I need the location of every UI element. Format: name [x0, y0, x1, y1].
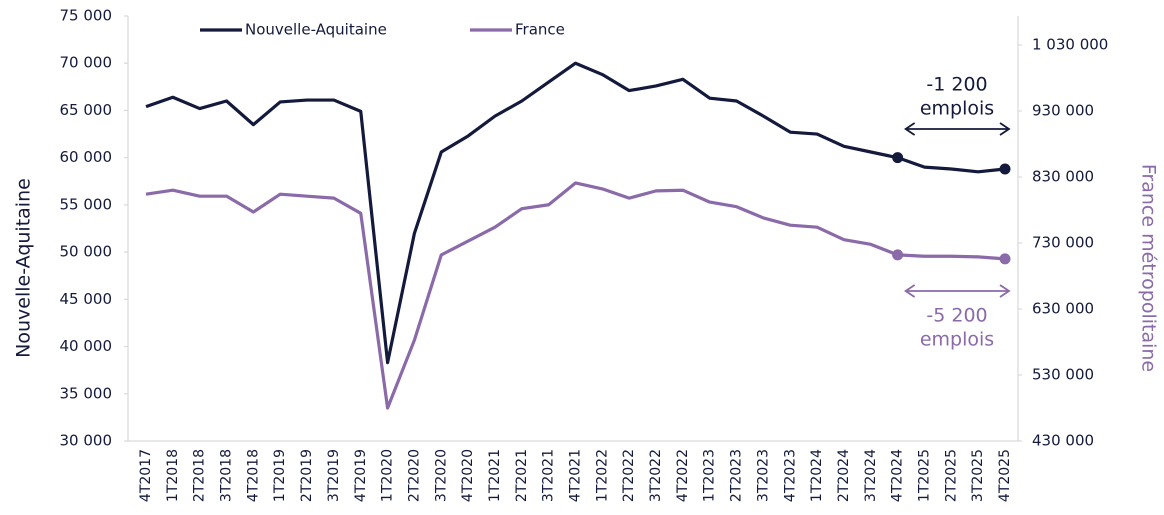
- series-marker: [892, 249, 904, 261]
- annotation: emplois: [920, 98, 994, 120]
- y-tick-label: 45 000: [60, 290, 113, 308]
- x-tick-label: 1T2021: [487, 449, 503, 502]
- x-tick-label: 1T2023: [702, 449, 718, 502]
- y-tick-label: 65 000: [60, 101, 113, 119]
- arrow-head: [999, 122, 1011, 136]
- annotation: emplois: [920, 329, 994, 351]
- x-tick-label: 4T2020: [460, 449, 476, 502]
- x-tick-label: 3T2021: [541, 449, 557, 502]
- y2-tick-label: 630 000: [1032, 300, 1094, 318]
- y2-tick-label: 830 000: [1032, 168, 1094, 186]
- x-tick-label: 4T2022: [675, 449, 691, 502]
- x-tick-label: 2T2024: [836, 449, 852, 502]
- x-tick-label: 3T2018: [219, 449, 235, 502]
- x-tick-label: 3T2020: [433, 449, 449, 502]
- x-tick-label: 4T2025: [997, 449, 1013, 502]
- y-tick-label: 75 000: [60, 7, 113, 25]
- series-marker: [892, 152, 904, 164]
- x-tick-label: 3T2025: [970, 449, 986, 502]
- y2-tick-label: 430 000: [1032, 432, 1094, 450]
- legend-label: Nouvelle-Aquitaine: [245, 21, 387, 39]
- x-tick-label: 4T2023: [782, 449, 798, 502]
- y-tick-label: 35 000: [60, 384, 113, 402]
- y-tick-label: 30 000: [60, 432, 113, 450]
- y2-tick-label: 730 000: [1032, 234, 1094, 252]
- y-tick-label: 70 000: [60, 54, 113, 72]
- x-tick-label: 4T2017: [138, 449, 154, 502]
- arrow-head: [904, 122, 916, 136]
- x-tick-label: 4T2018: [245, 449, 261, 502]
- x-tick-label: 2T2021: [514, 449, 530, 502]
- y-tick-label: 55 000: [60, 195, 113, 213]
- x-tick-label: 1T2022: [594, 449, 610, 502]
- y2-tick-label: 930 000: [1032, 102, 1094, 120]
- x-tick-label: 3T2022: [648, 449, 664, 502]
- annotation: -5 200: [926, 305, 987, 327]
- series-line: [145, 61, 1006, 365]
- y-tick-label: 40 000: [60, 337, 113, 355]
- x-tick-label: 3T2019: [326, 449, 342, 502]
- x-tick-label: 1T2018: [165, 449, 181, 502]
- x-tick-label: 4T2021: [568, 449, 584, 502]
- y-axis-label: Nouvelle-Aquitaine: [13, 178, 35, 358]
- y-tick-label: 60 000: [60, 148, 113, 166]
- y2-tick-label: 530 000: [1032, 366, 1094, 384]
- x-tick-label: 2T2023: [729, 449, 745, 502]
- arrow-head: [999, 284, 1011, 298]
- arrow-head: [904, 284, 916, 298]
- y2-axis-label: France métropolitaine: [1138, 164, 1160, 372]
- series-line: [145, 181, 1006, 410]
- series-marker: [999, 163, 1011, 175]
- x-tick-label: 3T2023: [755, 449, 771, 502]
- x-tick-label: 1T2019: [272, 449, 288, 502]
- x-tick-label: 2T2019: [299, 449, 315, 502]
- y2-tick-label: 1 030 000: [1032, 36, 1108, 54]
- x-tick-label: 2T2022: [621, 449, 637, 502]
- annotation: -1 200: [926, 74, 987, 96]
- x-tick-label: 2T2018: [192, 449, 208, 502]
- x-tick-label: 1T2020: [380, 449, 396, 502]
- x-tick-label: 2T2020: [406, 449, 422, 502]
- x-tick-label: 1T2025: [916, 449, 932, 502]
- x-tick-label: 4T2019: [353, 449, 369, 502]
- x-tick-label: 3T2024: [863, 449, 879, 502]
- x-tick-label: 2T2025: [943, 449, 959, 502]
- series-marker: [999, 253, 1011, 265]
- y-tick-label: 50 000: [60, 243, 113, 261]
- x-tick-label: 4T2024: [890, 449, 906, 502]
- x-tick-label: 1T2024: [809, 449, 825, 502]
- legend-label: France: [515, 21, 565, 39]
